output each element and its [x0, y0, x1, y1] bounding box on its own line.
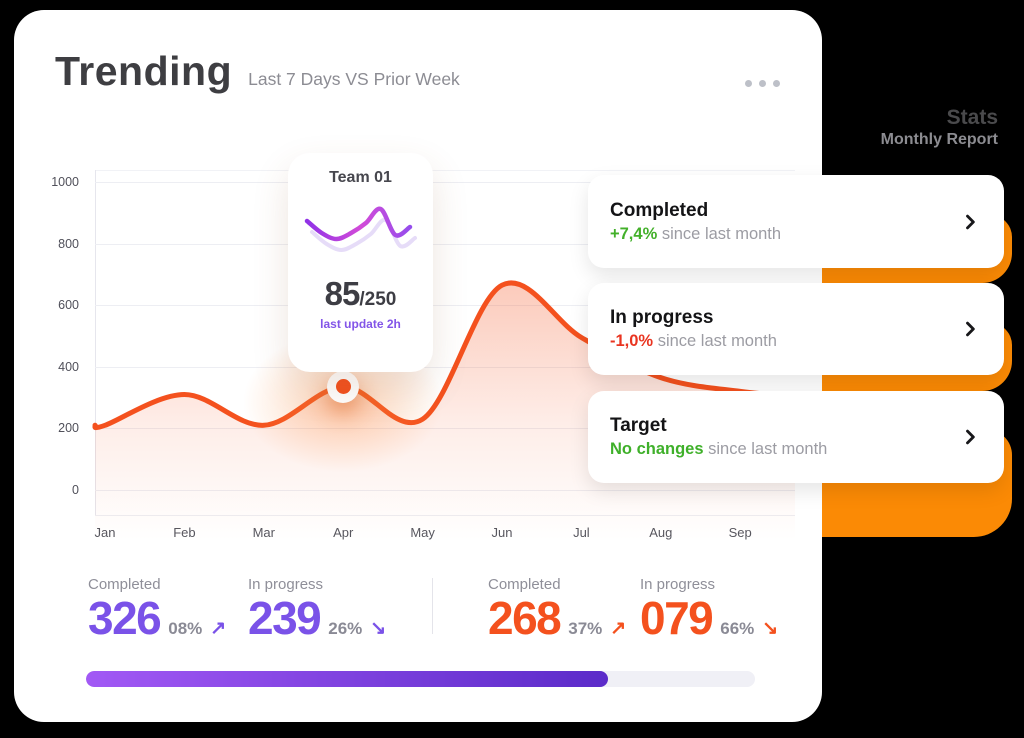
info-card-rest: since last month	[708, 440, 828, 458]
y-tick-label: 600	[58, 298, 79, 313]
stat-percent: 26%	[328, 619, 363, 638]
info-card-target[interactable]: Target No changes since last month	[588, 391, 1004, 483]
stat-value: 326	[88, 592, 162, 644]
info-card-subtitle: -1,0% since last month	[610, 332, 1004, 351]
chevron-right-icon	[966, 214, 975, 229]
tooltip-sparkline	[304, 206, 417, 253]
grid-line: 800	[58, 237, 795, 251]
stat-value: 268	[488, 592, 562, 644]
trend-down-icon: ↘	[762, 618, 779, 639]
info-card-title: Completed	[610, 199, 709, 221]
card-header: Trending Last 7 Days VS Prior Week	[55, 48, 460, 95]
info-card-in-progress[interactable]: In progress -1,0% since last month	[588, 283, 1004, 375]
info-card-rest: since last month	[661, 224, 782, 243]
chart-marker-apr[interactable]	[327, 370, 360, 403]
y-tick-label: 200	[58, 421, 79, 436]
info-card-subtitle: +7,4% since last month	[610, 225, 1004, 244]
tooltip-value-row: 85 /250	[325, 275, 397, 313]
more-menu-icon[interactable]	[745, 80, 780, 87]
stat-inprogress-orange: In progress 079 66% ↘	[640, 576, 778, 642]
page-title: Trending	[55, 48, 233, 94]
progress-bar	[86, 671, 755, 687]
trend-up-icon: ↗	[610, 618, 627, 639]
side-subtitle: Monthly Report	[880, 131, 998, 148]
grid-line: 600	[58, 298, 795, 312]
grid-line: 1000	[51, 175, 795, 189]
trend-down-icon: ↘	[370, 618, 387, 639]
page-subtitle: Last 7 Days VS Prior Week	[248, 69, 460, 89]
y-tick-label: 800	[58, 236, 79, 251]
side-title: Stats	[946, 106, 998, 129]
stat-value: 079	[640, 592, 714, 644]
stat-value: 239	[248, 592, 322, 644]
stat-percent: 66%	[720, 619, 755, 638]
info-card-highlight: -1,0%	[610, 332, 654, 350]
chevron-right-icon	[966, 429, 975, 445]
side-header: Stats Monthly Report	[881, 106, 998, 150]
sparkline-echo	[309, 217, 417, 253]
tooltip-value: 85	[324, 275, 361, 312]
chevron-right-icon	[966, 321, 975, 337]
stat-completed-orange: Completed 268 37% ↗	[488, 576, 626, 642]
stat-label: Completed	[88, 576, 161, 593]
info-card-title: Target	[610, 415, 667, 436]
info-card-highlight: +7,4%	[610, 224, 658, 243]
y-tick-label: 0	[72, 483, 79, 497]
sparkline-main	[304, 206, 412, 242]
info-card-highlight: No changes	[610, 440, 704, 458]
info-card-completed[interactable]: Completed +7,4% since last month	[588, 175, 1004, 268]
stat-completed-purple: Completed 326 08% ↗	[88, 576, 226, 642]
tooltip-title: Team 01	[329, 169, 392, 186]
y-tick-label: 400	[58, 359, 79, 374]
stat-percent: 37%	[568, 619, 603, 638]
tooltip-total: /250	[359, 289, 397, 310]
y-axis-line	[95, 170, 96, 515]
stat-inprogress-purple: In progress 239 26% ↘	[248, 576, 386, 642]
plot-top-border	[95, 170, 795, 171]
info-card-title: In progress	[610, 307, 714, 328]
chart-tooltip: Team 01 85 /250 last update 2h	[288, 153, 433, 372]
tooltip-note: last update 2h	[320, 317, 401, 331]
grid-line: 400	[58, 360, 795, 374]
info-card-rest: since last month	[657, 332, 777, 350]
y-tick-label: 1000	[51, 175, 79, 189]
stat-label: In progress	[640, 576, 716, 593]
stat-label: In progress	[248, 576, 324, 593]
trend-up-icon: ↗	[210, 618, 227, 639]
stat-percent: 08%	[168, 619, 203, 638]
progress-fill	[86, 671, 608, 687]
stat-label: Completed	[488, 576, 561, 593]
stats-divider	[432, 578, 433, 634]
trend-line	[92, 280, 798, 431]
info-card-subtitle: No changes since last month	[610, 440, 1004, 459]
